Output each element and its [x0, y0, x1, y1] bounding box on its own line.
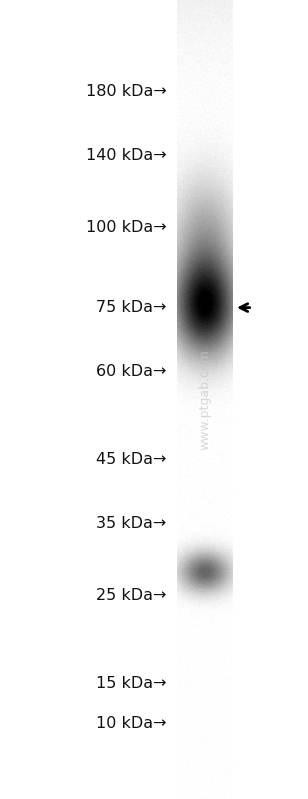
Text: 60 kDa→: 60 kDa→ — [96, 364, 166, 379]
Text: 35 kDa→: 35 kDa→ — [96, 516, 166, 531]
Text: 10 kDa→: 10 kDa→ — [96, 716, 166, 730]
Text: 45 kDa→: 45 kDa→ — [96, 452, 166, 467]
Bar — [177, 0, 233, 799]
Text: 140 kDa→: 140 kDa→ — [86, 149, 166, 163]
Text: 15 kDa→: 15 kDa→ — [96, 676, 166, 690]
Text: www.ptgab.com: www.ptgab.com — [198, 349, 211, 450]
Text: 75 kDa→: 75 kDa→ — [96, 300, 166, 315]
Text: 25 kDa→: 25 kDa→ — [96, 588, 166, 602]
Text: 180 kDa→: 180 kDa→ — [86, 85, 166, 99]
Text: 100 kDa→: 100 kDa→ — [86, 221, 166, 235]
